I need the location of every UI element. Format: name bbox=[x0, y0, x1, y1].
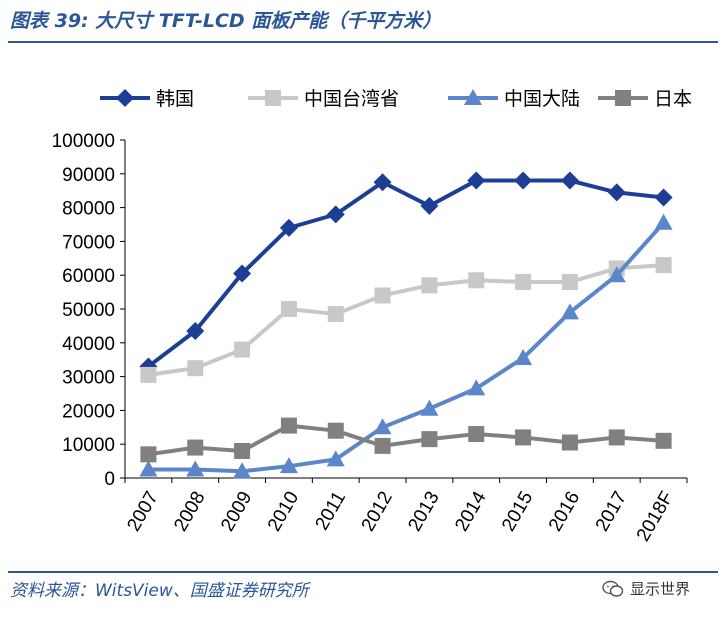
data-point bbox=[280, 417, 297, 434]
legend-label: 中国大陆 bbox=[504, 88, 580, 110]
y-tick-label: 40000 bbox=[62, 334, 115, 355]
y-tick-label: 20000 bbox=[62, 401, 115, 422]
data-point bbox=[607, 183, 626, 202]
data-point bbox=[514, 349, 533, 366]
data-point bbox=[421, 277, 438, 294]
footer-divider bbox=[8, 571, 718, 573]
y-tick-label: 0 bbox=[104, 469, 115, 490]
y-tick-label: 90000 bbox=[62, 165, 115, 186]
x-tick-label: 2018F bbox=[633, 488, 678, 545]
chart-title: 图表 39: 大尺寸 TFT-LCD 面板产能（千平方米） bbox=[10, 10, 442, 32]
data-point bbox=[654, 213, 673, 230]
legend-label: 韩国 bbox=[156, 88, 194, 110]
data-point bbox=[187, 360, 204, 377]
x-tick-label: 2016 bbox=[545, 488, 584, 535]
series-中国大陆 bbox=[139, 213, 673, 479]
data-point bbox=[515, 273, 532, 290]
x-tick-label: 2011 bbox=[311, 488, 350, 534]
data-point bbox=[234, 341, 251, 358]
x-tick-label: 2008 bbox=[170, 488, 209, 535]
source-note: 资料来源：WitsView、国盛证券研究所 bbox=[10, 581, 309, 601]
data-point bbox=[561, 434, 578, 451]
data-point bbox=[420, 196, 439, 215]
data-point bbox=[514, 171, 533, 190]
data-point bbox=[420, 399, 439, 416]
series-中国台湾省 bbox=[140, 257, 672, 383]
series-韩国 bbox=[139, 171, 673, 376]
line-chart: 韩国 中国台湾省 中国大陆 日本 0 10000 20000 30000 40000 50000… bbox=[52, 88, 692, 545]
x-tick-label: 2013 bbox=[404, 488, 443, 535]
data-point bbox=[279, 218, 298, 237]
data-point bbox=[464, 89, 482, 105]
legend-label: 日本 bbox=[654, 88, 692, 110]
y-tick-label: 60000 bbox=[62, 266, 115, 287]
series-line bbox=[147, 178, 664, 369]
data-point bbox=[467, 171, 486, 190]
legend-item: 韩国 bbox=[100, 88, 194, 110]
watermark: 显示世界 bbox=[602, 578, 690, 599]
data-point bbox=[374, 437, 391, 454]
data-point bbox=[140, 366, 157, 383]
data-point bbox=[265, 90, 281, 106]
chart-legend: 韩国 中国台湾省 中国大陆 日本 bbox=[100, 88, 692, 110]
data-point bbox=[561, 273, 578, 290]
data-point bbox=[468, 272, 485, 289]
data-point bbox=[655, 432, 672, 449]
x-tick-label: 2007 bbox=[123, 488, 162, 535]
data-point bbox=[515, 429, 532, 446]
data-point bbox=[140, 446, 157, 463]
y-tick-label: 50000 bbox=[62, 300, 115, 321]
x-tick-label: 2014 bbox=[451, 488, 491, 535]
data-point bbox=[327, 306, 344, 323]
series-line bbox=[148, 221, 666, 474]
x-tick-label: 2010 bbox=[264, 488, 303, 535]
x-tick-label: 2009 bbox=[217, 488, 256, 535]
data-point bbox=[233, 264, 252, 283]
watermark-label: 显示世界 bbox=[630, 580, 691, 598]
legend-item: 中国台湾省 bbox=[248, 88, 399, 110]
data-point bbox=[186, 460, 205, 477]
data-point bbox=[327, 422, 344, 439]
data-point bbox=[655, 257, 672, 274]
x-tick-label: 2017 bbox=[592, 488, 631, 535]
chart-series bbox=[139, 171, 673, 479]
legend-item: 日本 bbox=[598, 88, 692, 110]
y-tick-label: 10000 bbox=[62, 435, 115, 456]
data-point bbox=[233, 462, 252, 479]
title-divider bbox=[8, 41, 718, 43]
data-point bbox=[280, 301, 297, 317]
series-line bbox=[148, 423, 664, 457]
data-point bbox=[468, 426, 485, 443]
y-tick-label: 70000 bbox=[62, 232, 115, 253]
data-point bbox=[607, 266, 626, 283]
data-point bbox=[615, 90, 631, 106]
x-tick-label: 2012 bbox=[358, 488, 397, 535]
series-line bbox=[148, 263, 664, 377]
legend-item: 中国大陆 bbox=[448, 88, 580, 110]
data-point bbox=[139, 460, 158, 477]
data-point bbox=[186, 321, 205, 340]
data-point bbox=[421, 431, 438, 448]
wechat-icon bbox=[602, 580, 624, 597]
data-point bbox=[279, 457, 298, 474]
data-point bbox=[326, 450, 345, 467]
data-point bbox=[467, 379, 486, 396]
data-point bbox=[654, 188, 673, 207]
data-point bbox=[234, 442, 251, 459]
data-point bbox=[374, 287, 391, 304]
data-point bbox=[326, 205, 345, 224]
data-point bbox=[608, 429, 625, 446]
data-point bbox=[560, 303, 579, 320]
data-point bbox=[560, 171, 579, 190]
data-point bbox=[373, 173, 392, 192]
y-tick-label: 100000 bbox=[52, 131, 115, 152]
y-tick-label: 80000 bbox=[62, 199, 115, 220]
data-point bbox=[116, 89, 134, 107]
x-tick-label: 2015 bbox=[498, 488, 537, 535]
series-日本 bbox=[140, 417, 672, 463]
y-tick-label: 30000 bbox=[62, 368, 115, 389]
data-point bbox=[373, 418, 392, 435]
legend-label: 中国台湾省 bbox=[304, 88, 399, 110]
data-point bbox=[187, 439, 204, 456]
